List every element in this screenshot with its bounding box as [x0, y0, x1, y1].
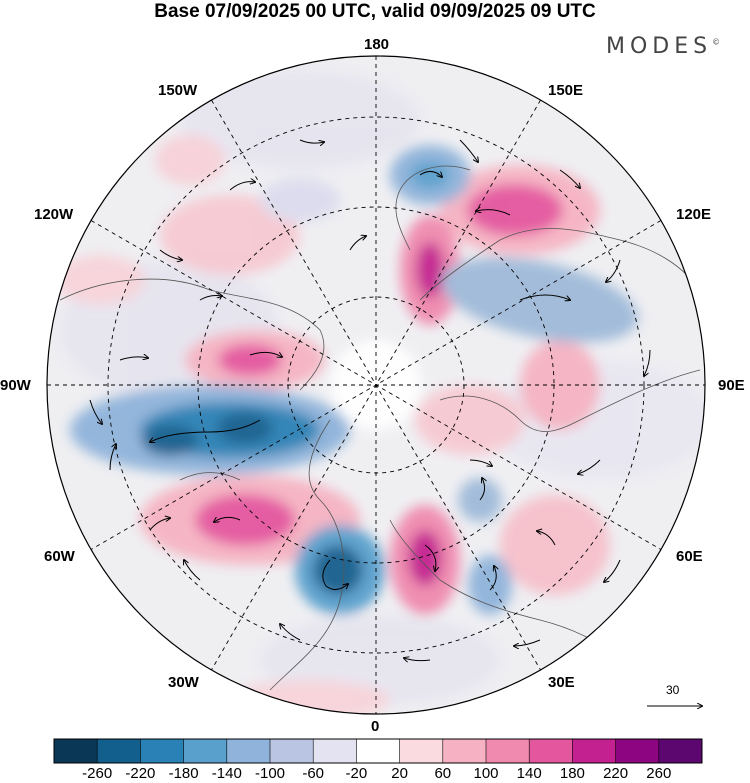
wind-vectors [89, 139, 651, 661]
modes-logo: MODES© [606, 34, 720, 59]
graticule [47, 56, 705, 714]
colorbar-swatch [97, 739, 141, 763]
colorbar-tick-label: 260 [646, 765, 672, 782]
colorbar-tick-label: -260 [82, 765, 113, 782]
colorbar-tick-label: -220 [125, 765, 156, 782]
lon-label-60e: 60E [676, 548, 703, 565]
colorbar-tick-label: -140 [211, 765, 242, 782]
lon-label-30w: 30W [168, 674, 199, 691]
colorbar-tick-label: -20 [345, 765, 368, 782]
anomaly-field [47, 56, 705, 714]
map-title: Base 07/09/2025 00 UTC, valid 09/09/2025… [154, 1, 596, 22]
colorbar-swatch [658, 739, 703, 763]
lon-label-90w: 90W [0, 377, 31, 394]
colorbar-swatch [356, 739, 400, 763]
colorbar-swatch [572, 739, 616, 763]
lon-label-30e: 30E [548, 674, 575, 691]
colorbar-tick-label: 100 [473, 765, 499, 782]
brand-mark: © [712, 37, 721, 47]
colorbar-swatch [529, 739, 573, 763]
colorbar-tick-label: -180 [168, 765, 199, 782]
colorbar-swatch [270, 739, 314, 763]
lon-label-150w: 150W [158, 82, 198, 99]
reference-vector-label: 30 [666, 683, 680, 697]
map-boundary [46, 55, 706, 715]
lon-label-60w: 60W [44, 548, 75, 565]
lon-label-150e: 150E [548, 82, 584, 99]
colorbar-swatch [313, 739, 357, 763]
brand-name: MODES [606, 34, 713, 59]
colorbar-swatch [226, 739, 271, 763]
colorbar-swatch [399, 739, 444, 763]
colorbar-swatch [183, 739, 228, 763]
colorbar-tick-label: 20 [391, 765, 408, 782]
colorbar-border [53, 738, 703, 764]
lon-label-120w: 120W [34, 206, 74, 223]
colorbar-tick-label: 140 [516, 765, 542, 782]
lon-label-180: 180 [364, 36, 390, 53]
lon-label-120e: 120E [676, 206, 712, 223]
colorbar-swatch [615, 739, 660, 763]
colorbar-swatch [54, 739, 98, 763]
colorbar-tick-label: 60 [434, 765, 452, 782]
lon-label-0: 0 [371, 718, 380, 735]
colorbar [53, 738, 703, 764]
lon-label-90e: 90E [718, 377, 745, 394]
colorbar-tick-label: -60 [302, 765, 325, 782]
colorbar-tick-label: 220 [603, 765, 629, 782]
colorbar-swatch [442, 739, 487, 763]
colorbar-tick-label: 180 [559, 765, 585, 782]
colorbar-tick-label: -100 [254, 765, 286, 782]
colorbar-swatch [486, 739, 530, 763]
colorbar-swatch [140, 739, 184, 763]
